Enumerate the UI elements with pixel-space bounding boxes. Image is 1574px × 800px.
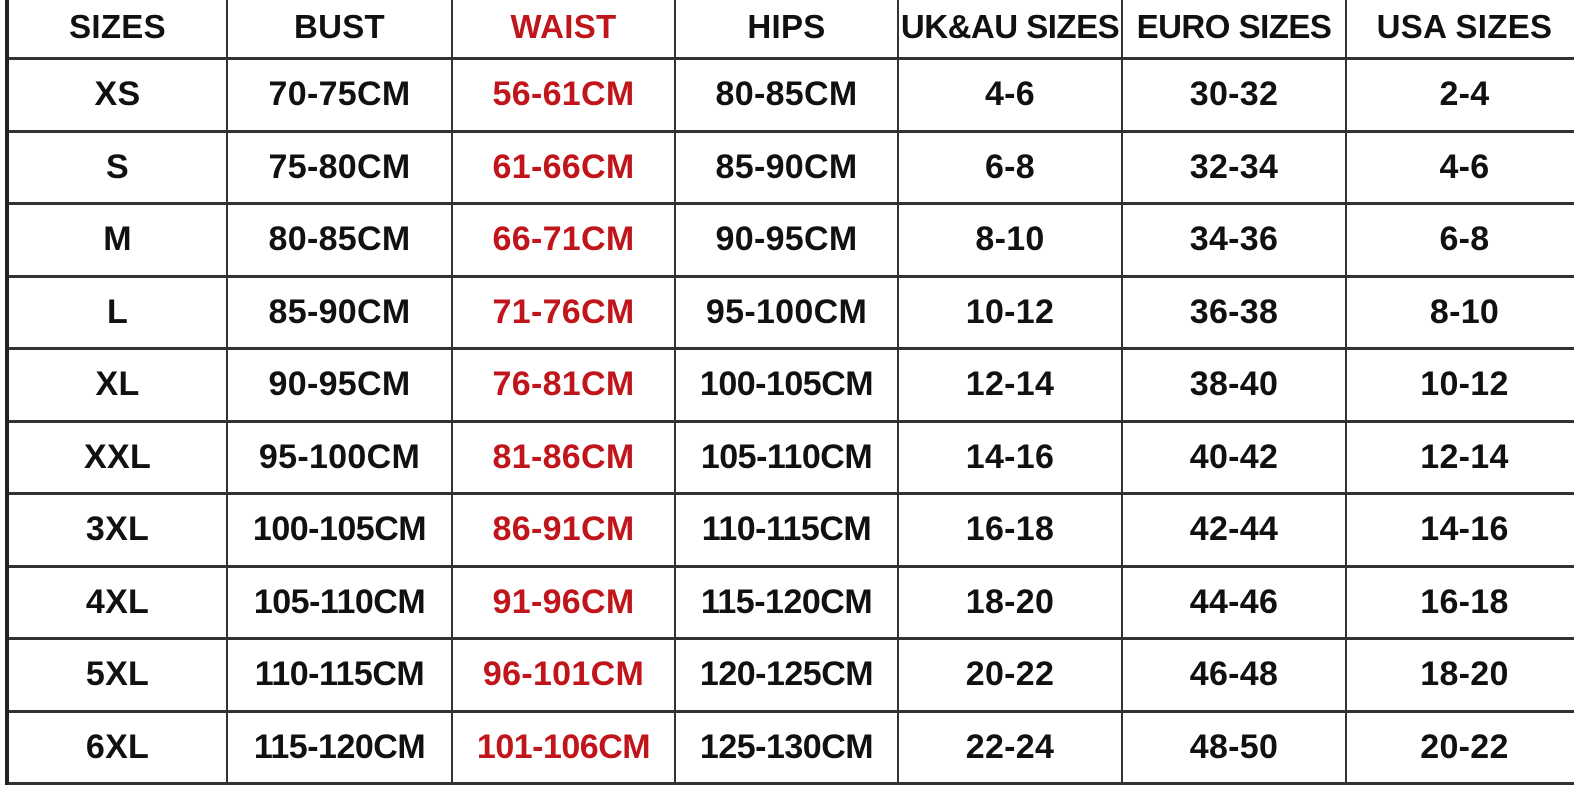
- header-bust: BUST: [228, 0, 453, 60]
- cell-usa-sizes: 4-6: [1347, 133, 1574, 205]
- cell-hips: 90-95CM: [676, 205, 899, 278]
- cell-usa-sizes: 10-12: [1347, 350, 1574, 423]
- cell-uk-au-sizes: 12-14: [899, 350, 1123, 423]
- header-hips: HIPS: [676, 0, 899, 60]
- cell-uk-au-sizes: 18-20: [899, 567, 1123, 640]
- header-uk-au-sizes: UK&AU SIZES: [899, 0, 1123, 60]
- cell-euro-sizes: 32-34: [1123, 132, 1347, 205]
- cell-usa-sizes: 6-8: [1347, 205, 1574, 278]
- cell-waist: 66-71CM: [453, 205, 676, 278]
- cell-bust: 110-115CM: [228, 640, 453, 713]
- cell-uk-au-sizes: 10-12: [899, 277, 1123, 350]
- size-chart-table: SIZES BUST WAIST HIPS UK&AU SIZES EURO SIZES U…: [5, 0, 1574, 785]
- cell-uk-au-sizes: 6-8: [899, 132, 1123, 205]
- cell-waist: 86-91CM: [453, 495, 676, 568]
- cell-euro-sizes: 46-48: [1123, 640, 1347, 713]
- header-usa-sizes: USA SIZES: [1347, 0, 1574, 60]
- cell-euro-sizes: 30-32: [1123, 60, 1347, 133]
- cell-bust: 85-90CM: [228, 277, 453, 350]
- cell-sizes: M: [9, 205, 228, 278]
- cell-waist: 61-66CM: [453, 132, 676, 205]
- cell-sizes: 5XL: [9, 640, 228, 713]
- cell-sizes: XXL: [9, 422, 228, 495]
- cell-usa-sizes: 18-20: [1347, 640, 1574, 713]
- cell-euro-sizes: 44-46: [1123, 567, 1347, 640]
- cell-waist: 76-81CM: [453, 350, 676, 423]
- cell-bust: 75-80CM: [228, 132, 453, 205]
- cell-usa-sizes: 2-4: [1347, 60, 1574, 133]
- cell-sizes: 4XL: [9, 567, 228, 640]
- cell-hips: 115-120CM: [676, 567, 899, 640]
- cell-uk-au-sizes: 16-18: [899, 495, 1123, 568]
- cell-uk-au-sizes: 4-6: [899, 60, 1123, 133]
- cell-hips: 85-90CM: [676, 132, 899, 205]
- header-waist: WAIST: [453, 0, 676, 60]
- cell-sizes: XL: [9, 350, 228, 423]
- cell-hips: 80-85CM: [676, 60, 899, 133]
- cell-usa-sizes: 8-10: [1347, 278, 1574, 350]
- cell-usa-sizes: 14-16: [1347, 495, 1574, 568]
- cell-euro-sizes: 40-42: [1123, 422, 1347, 495]
- cell-sizes: L: [9, 277, 228, 350]
- cell-euro-sizes: 38-40: [1123, 350, 1347, 423]
- cell-waist: 96-101CM: [453, 640, 676, 713]
- cell-waist: 56-61CM: [453, 60, 676, 133]
- cell-uk-au-sizes: 14-16: [899, 422, 1123, 495]
- cell-bust: 105-110CM: [228, 567, 453, 640]
- cell-waist: 91-96CM: [453, 567, 676, 640]
- cell-bust: 100-105CM: [228, 495, 453, 568]
- cell-bust: 90-95CM: [228, 350, 453, 423]
- cell-hips: 125-130CM: [676, 712, 899, 785]
- cell-hips: 95-100CM: [676, 277, 899, 350]
- cell-uk-au-sizes: 8-10: [899, 205, 1123, 278]
- cell-euro-sizes: 48-50: [1123, 712, 1347, 785]
- cell-uk-au-sizes: 20-22: [899, 640, 1123, 713]
- cell-sizes: S: [9, 132, 228, 205]
- cell-waist: 71-76CM: [453, 277, 676, 350]
- cell-hips: 120-125CM: [676, 640, 899, 713]
- cell-hips: 105-110CM: [676, 422, 899, 495]
- cell-uk-au-sizes: 22-24: [899, 712, 1123, 785]
- cell-euro-sizes: 42-44: [1123, 495, 1347, 568]
- cell-euro-sizes: 34-36: [1123, 205, 1347, 278]
- cell-waist: 101-106CM: [453, 712, 676, 785]
- cell-bust: 115-120CM: [228, 712, 453, 785]
- cell-waist: 81-86CM: [453, 422, 676, 495]
- cell-bust: 70-75CM: [228, 60, 453, 133]
- cell-usa-sizes: 16-18: [1347, 568, 1574, 640]
- cell-usa-sizes: 20-22: [1347, 713, 1574, 785]
- cell-sizes: 6XL: [9, 712, 228, 785]
- cell-sizes: 3XL: [9, 495, 228, 568]
- cell-hips: 110-115CM: [676, 495, 899, 568]
- cell-hips: 100-105CM: [676, 350, 899, 423]
- cell-bust: 80-85CM: [228, 205, 453, 278]
- cell-usa-sizes: 12-14: [1347, 423, 1574, 495]
- cell-bust: 95-100CM: [228, 422, 453, 495]
- header-euro-sizes: EURO SIZES: [1123, 0, 1347, 60]
- header-sizes: SIZES: [9, 0, 228, 60]
- cell-sizes: XS: [9, 60, 228, 133]
- cell-euro-sizes: 36-38: [1123, 277, 1347, 350]
